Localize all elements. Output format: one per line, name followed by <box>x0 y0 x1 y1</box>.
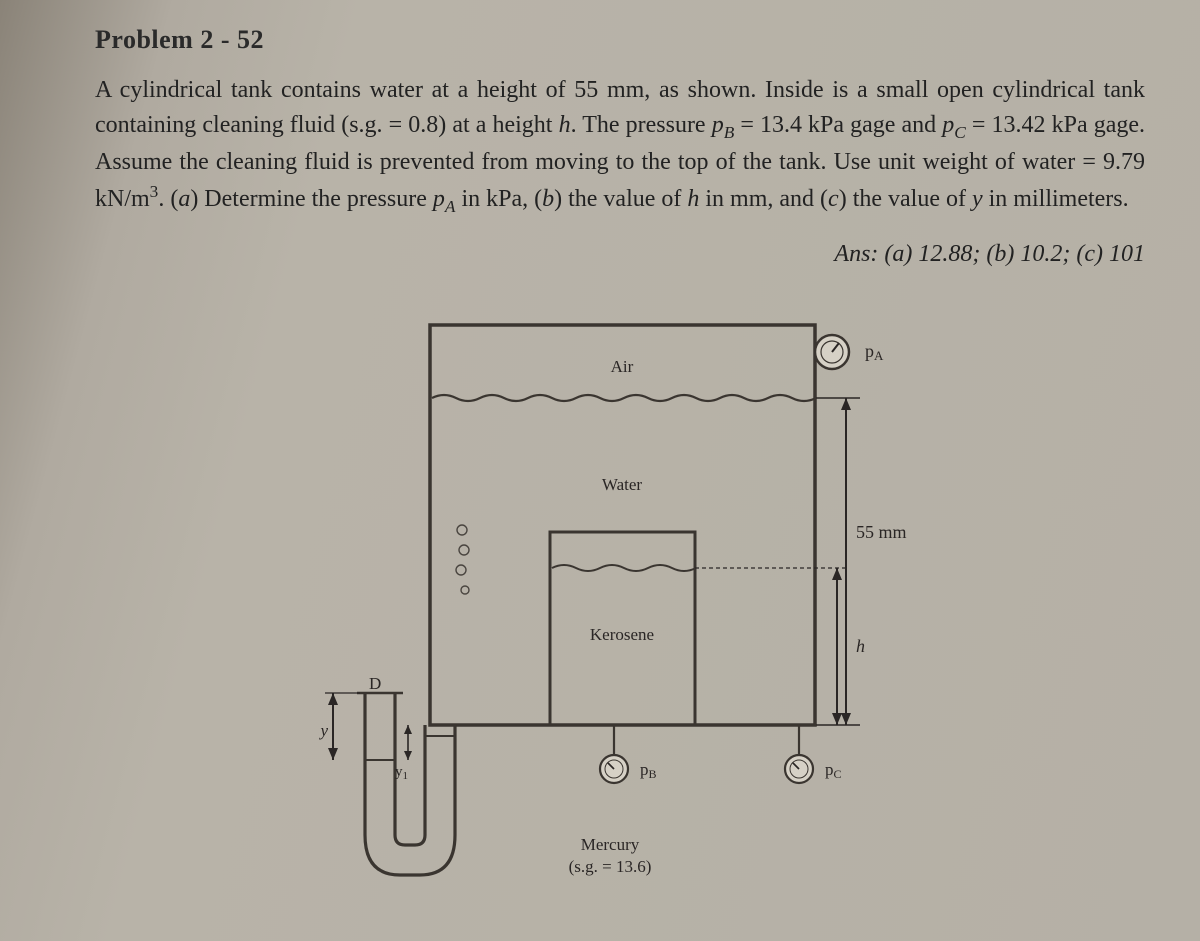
arrow-down-y <box>328 748 338 760</box>
gauge-pc <box>785 725 813 783</box>
pa-label: pA <box>865 341 884 363</box>
arrow-down-y1 <box>404 751 412 760</box>
air-label: Air <box>611 357 634 376</box>
gauge-pb <box>600 725 628 783</box>
arrow-up-y1 <box>404 725 412 734</box>
problem-statement: A cylindrical tank contains water at a h… <box>95 73 1145 219</box>
mercury-label: Mercury <box>581 835 640 854</box>
arrow-up-55 <box>841 398 851 410</box>
kerosene-label: Kerosene <box>590 625 654 644</box>
problem-title: Problem 2 - 52 <box>95 25 1145 55</box>
arrow-down-55 <box>841 713 851 725</box>
kerosene-surface <box>552 565 696 571</box>
arrow-up-y <box>328 693 338 705</box>
arrow-down-h <box>832 713 842 725</box>
y1-label: y1 <box>395 764 408 782</box>
water-label: Water <box>602 475 642 494</box>
answer-line: Ans: (a) 12.88; (b) 10.2; (c) 101 <box>95 241 1145 268</box>
fiftyfive-label: 55 mm <box>856 522 907 542</box>
pb-label: pB <box>640 760 657 781</box>
utube-outer <box>365 693 455 875</box>
outer-tank <box>430 325 815 725</box>
d-label: D <box>369 674 381 693</box>
pc-label: pC <box>825 760 842 781</box>
h-label: h <box>856 636 865 656</box>
gauge-pa <box>815 335 849 369</box>
y-label: y <box>318 721 328 740</box>
arrow-up-h <box>832 568 842 580</box>
bubbles-icon <box>456 525 469 594</box>
mercury-sg-label: (s.g. = 13.6) <box>569 857 652 876</box>
water-surface <box>432 395 816 401</box>
tank-diagram: Air Water Kerosene pA 55 mm h D <box>300 320 1000 920</box>
